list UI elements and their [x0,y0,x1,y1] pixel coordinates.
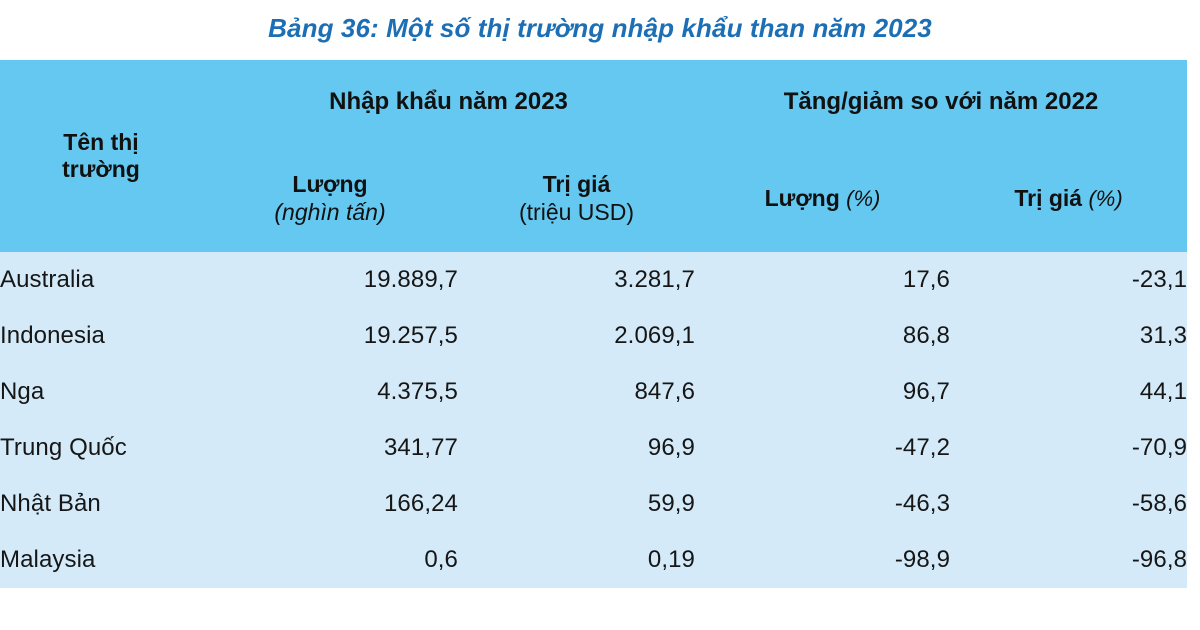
cell-quantity: 341,77 [202,420,458,476]
header-subcol-value-percent: Trị giá (%) [950,145,1188,252]
cell-quantity-change: 17,6 [695,252,951,308]
table-body: Australia 19.889,7 3.281,7 17,6 -23,1 In… [0,252,1188,588]
table-row: Trung Quốc 341,77 96,9 -47,2 -70,9 [0,420,1188,476]
cell-market: Indonesia [0,308,202,364]
cell-quantity-change: -98,9 [695,532,951,588]
table-header: Tên thị trường Nhập khẩu năm 2023 Tăng/g… [0,60,1188,252]
cell-market: Nhật Bản [0,476,202,532]
cell-value-change: -70,9 [950,420,1188,476]
header-subcol-quantity-thousand-tons: Lượng (nghìn tấn) [202,145,458,252]
header-subcol-value-percent-unit: (%) [1088,185,1123,211]
table-row: Australia 19.889,7 3.281,7 17,6 -23,1 [0,252,1188,308]
table-container: Tên thị trường Nhập khẩu năm 2023 Tăng/g… [0,60,1188,588]
cell-value: 59,9 [458,476,696,532]
cell-value: 847,6 [458,364,696,420]
cell-quantity-change: 96,7 [695,364,951,420]
cell-market: Nga [0,364,202,420]
cell-value: 2.069,1 [458,308,696,364]
cell-value-change: -96,8 [950,532,1188,588]
cell-quantity-change: -46,3 [695,476,951,532]
import-markets-table: Tên thị trường Nhập khẩu năm 2023 Tăng/g… [0,60,1188,588]
cell-quantity-change: -47,2 [695,420,951,476]
page-title: Bảng 36: Một số thị trường nhập khẩu tha… [268,13,932,43]
cell-value: 0,19 [458,532,696,588]
header-row-groups: Tên thị trường Nhập khẩu năm 2023 Tăng/g… [0,60,1188,252]
cell-value-change: -23,1 [950,252,1188,308]
cell-quantity: 4.375,5 [202,364,458,420]
cell-value: 3.281,7 [458,252,696,308]
cell-quantity-change: 86,8 [695,308,951,364]
header-subcol-quantity-percent-unit: (%) [846,185,881,211]
header-group-import-2023: Nhập khẩu năm 2023 [202,60,696,145]
header-subcol-quantity-percent-label: Lượng [764,184,840,211]
header-subcol-value-million-usd: Trị giá (triệu USD) [458,145,696,252]
cell-value-change: 44,1 [950,364,1188,420]
cell-value: 96,9 [458,420,696,476]
header-subcol-value-label: Trị giá [542,170,611,197]
header-group-change-2022: Tăng/giảm so với năm 2022 [695,60,1188,145]
table-row: Nhật Bản 166,24 59,9 -46,3 -58,6 [0,476,1188,532]
header-market-name: Tên thị trường [0,60,202,252]
header-market-name-line1: Tên thị [63,128,139,155]
cell-quantity: 19.889,7 [202,252,458,308]
table-row: Indonesia 19.257,5 2.069,1 86,8 31,3 [0,308,1188,364]
cell-quantity: 19.257,5 [202,308,458,364]
cell-quantity: 0,6 [202,532,458,588]
cell-value-change: -58,6 [950,476,1188,532]
header-row-subcolumns: Lượng (nghìn tấn) Trị giá (triệu USD) Lư… [0,145,1188,252]
cell-market: Australia [0,252,202,308]
cell-market: Trung Quốc [0,420,202,476]
header-subcol-value-percent-label: Trị giá [1014,184,1083,211]
header-subcol-quantity-unit: (nghìn tấn) [274,199,386,225]
header-subcol-value-unit: (triệu USD) [519,199,635,225]
cell-market: Malaysia [0,532,202,588]
table-row: Malaysia 0,6 0,19 -98,9 -96,8 [0,532,1188,588]
table-row: Nga 4.375,5 847,6 96,7 44,1 [0,364,1188,420]
header-subcol-quantity-percent: Lượng (%) [695,145,951,252]
header-subcol-quantity-label: Lượng [292,170,368,197]
cell-quantity: 166,24 [202,476,458,532]
cell-value-change: 31,3 [950,308,1188,364]
header-market-name-line2: trường [62,156,140,182]
